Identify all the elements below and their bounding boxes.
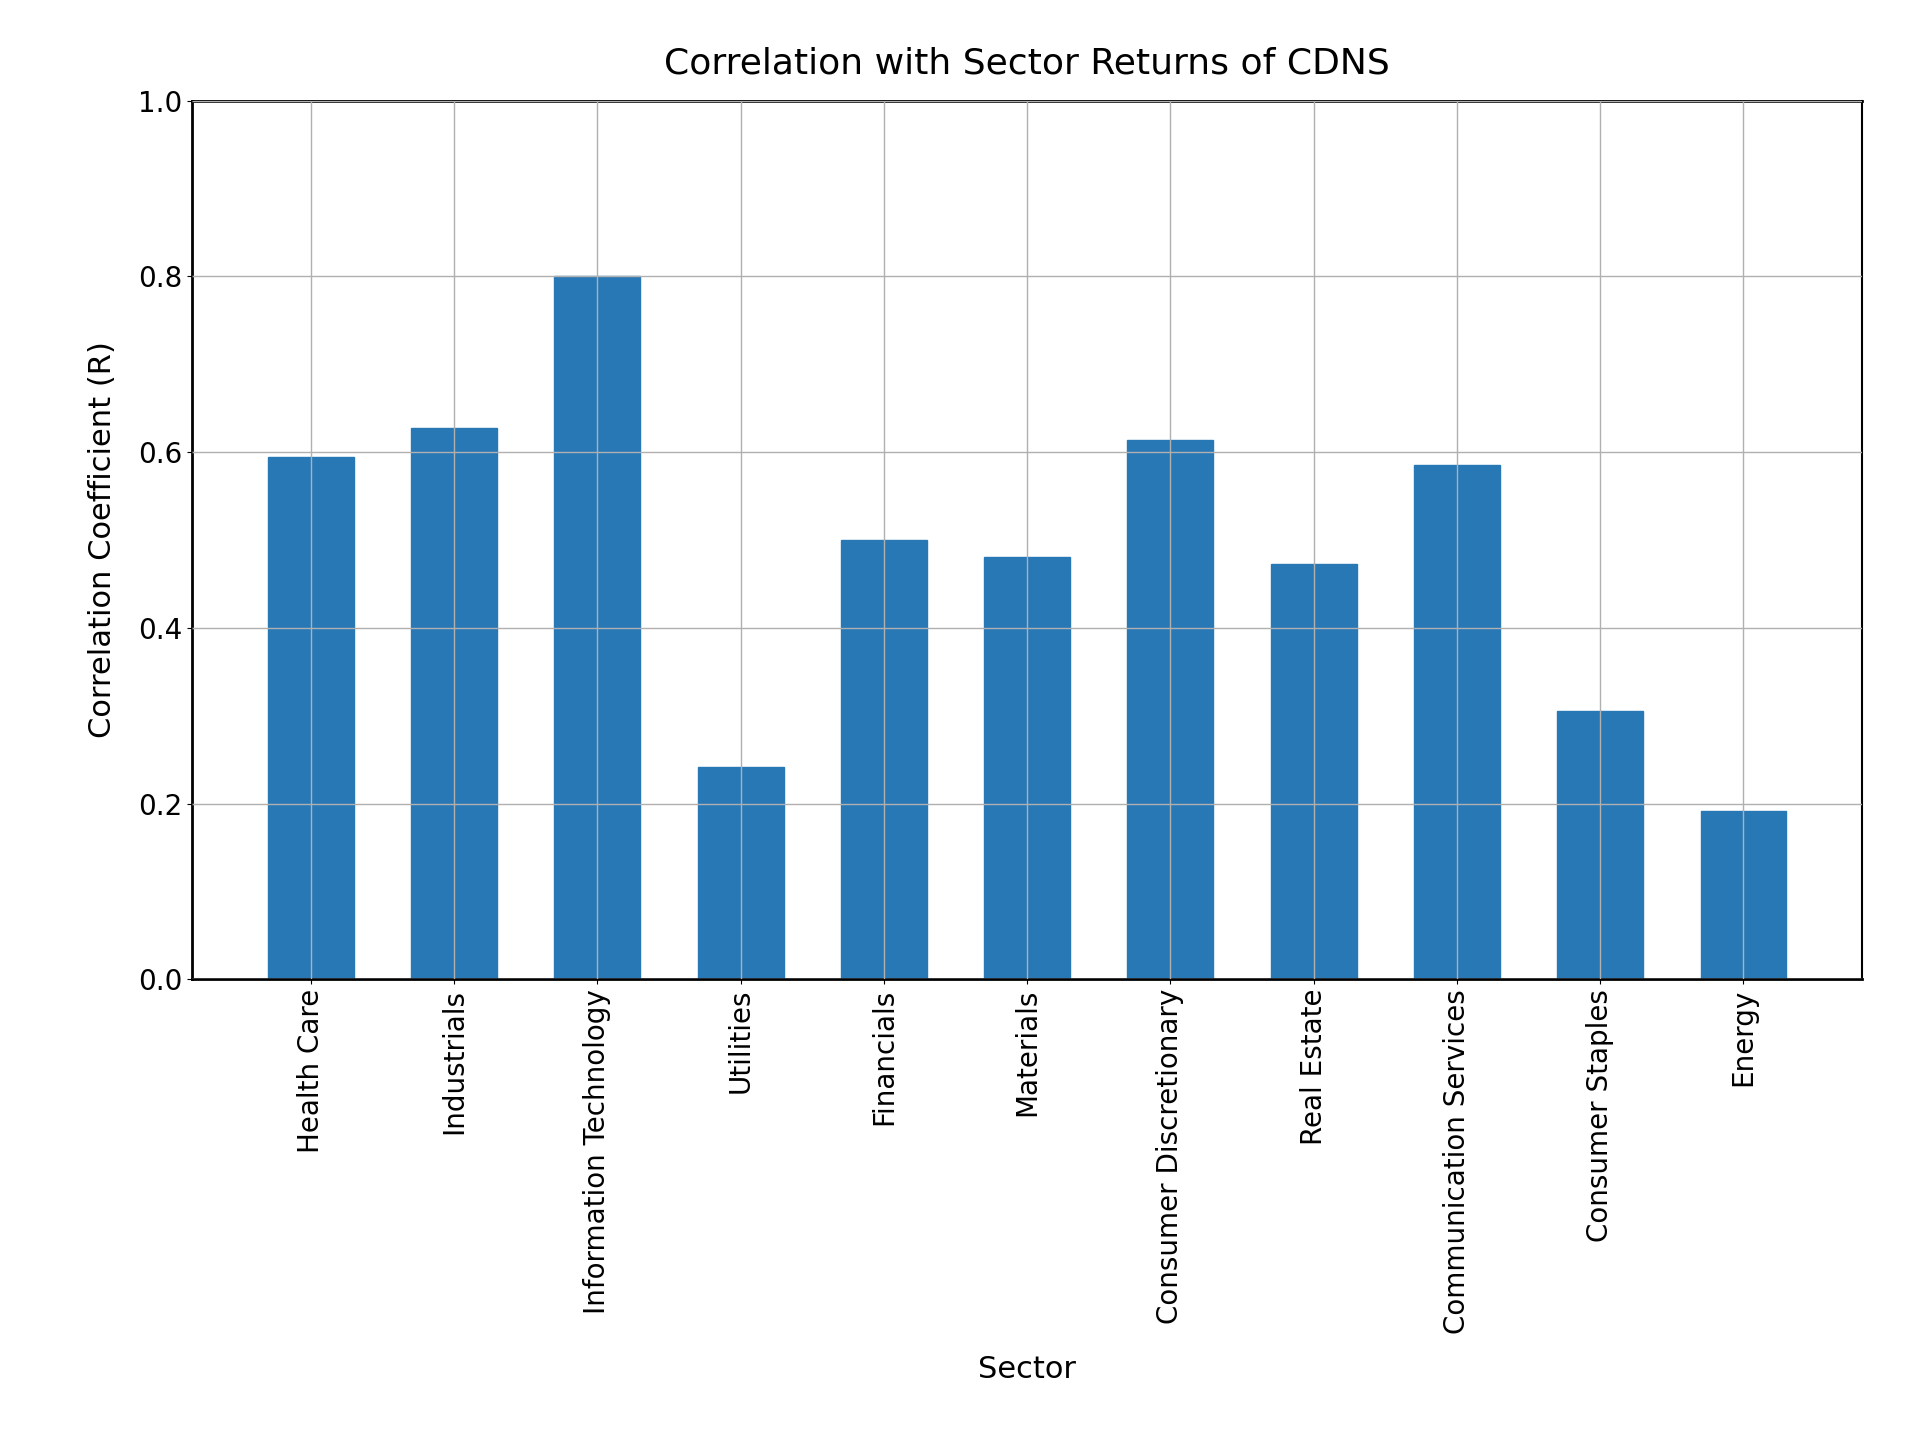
Bar bbox=[1413, 465, 1500, 979]
Title: Correlation with Sector Returns of CDNS: Correlation with Sector Returns of CDNS bbox=[664, 46, 1390, 81]
Bar bbox=[985, 557, 1069, 979]
Bar bbox=[411, 429, 497, 979]
Bar bbox=[1557, 711, 1644, 979]
Bar bbox=[555, 276, 641, 979]
Bar bbox=[269, 458, 353, 979]
X-axis label: Sector: Sector bbox=[977, 1355, 1077, 1384]
Bar bbox=[697, 766, 783, 979]
Bar bbox=[1271, 563, 1357, 979]
Bar bbox=[1701, 811, 1786, 979]
Bar bbox=[1127, 439, 1213, 979]
Y-axis label: Correlation Coefficient (R): Correlation Coefficient (R) bbox=[88, 341, 117, 739]
Bar bbox=[841, 540, 927, 979]
